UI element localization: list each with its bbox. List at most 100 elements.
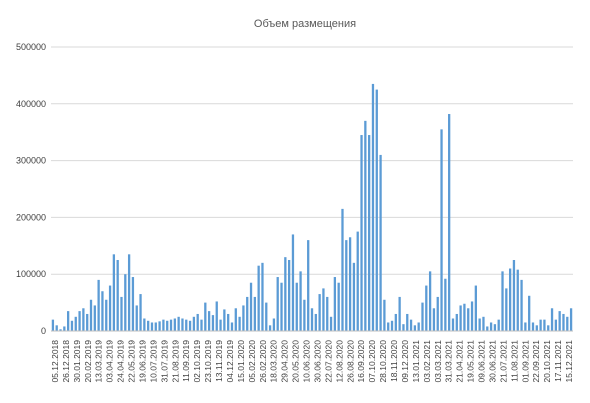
y-tick-label: 200000 xyxy=(16,212,46,222)
y-tick-label: 300000 xyxy=(16,156,46,166)
bar xyxy=(127,254,131,331)
bar xyxy=(356,231,359,331)
bar xyxy=(505,288,508,331)
x-tick-label: 15.01.2020 xyxy=(236,340,246,383)
bar xyxy=(489,322,493,331)
bar xyxy=(223,309,226,331)
bar xyxy=(501,271,504,331)
bar xyxy=(440,129,443,331)
bar xyxy=(390,320,394,331)
bar xyxy=(566,316,569,331)
bar xyxy=(451,318,455,331)
x-tick-label: 19.06.2019 xyxy=(137,340,147,383)
bar xyxy=(345,240,348,331)
x-tick-label: 26.02.2020 xyxy=(258,340,268,383)
y-tick-label: 0 xyxy=(41,326,46,336)
x-tick-label: 30.06.2021 xyxy=(487,340,497,383)
bar xyxy=(188,320,192,331)
bar xyxy=(185,319,188,331)
bar xyxy=(394,313,397,331)
bar xyxy=(299,271,302,331)
bar xyxy=(413,325,417,331)
y-tick-label: 100000 xyxy=(16,269,46,279)
bar xyxy=(101,291,104,331)
bar xyxy=(93,305,96,331)
bar xyxy=(364,120,367,331)
bar xyxy=(482,316,485,331)
bar xyxy=(215,301,218,331)
bar xyxy=(554,319,557,331)
bar xyxy=(238,316,241,331)
bar xyxy=(154,322,157,331)
y-tick-label: 500000 xyxy=(16,42,46,52)
bar xyxy=(436,296,439,331)
bar xyxy=(181,318,184,331)
x-tick-label: 09.12.2020 xyxy=(400,340,410,383)
bar xyxy=(253,296,256,331)
bar xyxy=(516,269,519,331)
bar xyxy=(524,322,527,331)
bar xyxy=(192,316,196,331)
bar xyxy=(234,308,237,331)
bar xyxy=(474,285,477,331)
bar xyxy=(348,237,352,331)
x-tick-label: 07.10.2020 xyxy=(367,340,377,383)
x-tick-label: 22.09.2021 xyxy=(531,340,541,383)
bar xyxy=(493,324,497,331)
bar xyxy=(295,282,298,331)
x-axis-ticks: 05.12.2018 26.12.2018 30.01.2019 20.02.2019… xyxy=(50,340,574,383)
x-tick-label: 10.06.2020 xyxy=(302,340,312,383)
bar xyxy=(162,319,165,331)
bar xyxy=(230,322,234,331)
x-tick-label: 11.09.2019 xyxy=(181,340,191,382)
bar xyxy=(425,285,428,331)
bar xyxy=(409,319,413,331)
bar xyxy=(497,319,500,331)
x-tick-label: 26.08.2020 xyxy=(345,340,355,383)
bar xyxy=(108,285,112,331)
bar xyxy=(227,313,230,331)
bar xyxy=(368,135,371,331)
bar xyxy=(63,326,66,331)
bar xyxy=(143,318,146,331)
bar xyxy=(520,279,523,331)
bar xyxy=(135,305,138,331)
x-tick-label: 13.11.2019 xyxy=(214,340,224,382)
bar xyxy=(261,262,264,331)
x-tick-label: 02.10.2019 xyxy=(192,340,202,383)
x-tick-label: 22.07.2020 xyxy=(323,340,333,383)
bar xyxy=(59,329,62,331)
x-tick-label: 28.10.2020 xyxy=(378,340,388,383)
bar xyxy=(421,302,424,331)
bar xyxy=(550,308,554,331)
x-tick-label: 29.04.2020 xyxy=(280,340,290,383)
bar xyxy=(307,240,310,331)
bar xyxy=(543,319,546,331)
bar xyxy=(272,318,276,331)
bar xyxy=(276,277,279,331)
x-tick-label: 03.02.2021 xyxy=(422,340,432,383)
x-tick-label: 31.03.2021 xyxy=(444,340,454,383)
x-tick-label: 31.07.2019 xyxy=(159,340,169,383)
bar xyxy=(444,278,447,331)
bar xyxy=(329,316,333,331)
bar xyxy=(173,318,176,331)
bar xyxy=(528,295,531,331)
bar xyxy=(379,154,382,331)
bar xyxy=(105,299,108,331)
x-tick-label: 18.03.2020 xyxy=(269,340,279,383)
x-tick-label: 16.09.2020 xyxy=(356,340,366,383)
bar xyxy=(562,313,565,331)
bar xyxy=(150,322,154,331)
y-tick-label: 400000 xyxy=(16,99,46,109)
bar xyxy=(177,316,180,331)
bar xyxy=(383,299,386,331)
bar xyxy=(219,319,222,331)
bar xyxy=(459,305,462,331)
x-tick-label: 05.02.2020 xyxy=(247,340,257,383)
x-tick-label: 20.02.2019 xyxy=(83,340,93,383)
x-tick-label: 04.12.2019 xyxy=(225,340,235,383)
x-tick-label: 01.09.2021 xyxy=(520,340,530,383)
bar xyxy=(531,322,535,331)
